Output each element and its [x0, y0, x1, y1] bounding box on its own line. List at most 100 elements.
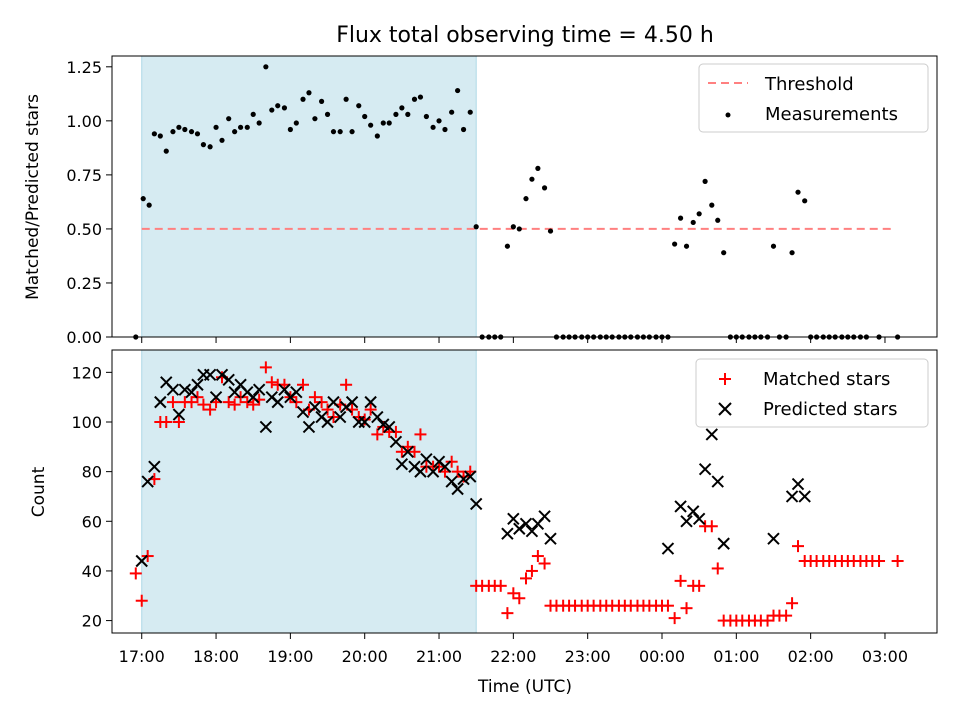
- measurement-point: [541, 185, 548, 191]
- measurement-point: [256, 120, 262, 126]
- predicted-star-point: [154, 395, 167, 409]
- matched-star-point: [693, 579, 706, 592]
- y-tick-label: 60: [82, 512, 102, 531]
- matched-star-point: [494, 579, 507, 592]
- matched-star-point: [792, 540, 805, 553]
- measurement-point: [709, 202, 715, 208]
- measurement-point: [188, 129, 195, 135]
- matched-star-point: [674, 574, 687, 587]
- measurement-point: [226, 116, 232, 122]
- predicted-star-point: [228, 385, 241, 399]
- predicted-star-point: [692, 512, 706, 526]
- legend-threshold-label: Threshold: [764, 74, 854, 95]
- y-tick: 20: [82, 612, 112, 631]
- measurement-point: [411, 96, 418, 102]
- matched-star-point: [340, 378, 353, 391]
- ratio-y-ticks: 0.00 0.25 0.50 0.75 1.00 1.25: [66, 58, 112, 347]
- x-tick: 01:00: [713, 633, 759, 666]
- x-tick-label: 23:00: [565, 647, 611, 666]
- measurement-point: [312, 116, 318, 122]
- matched-star-point: [166, 396, 179, 409]
- matched-star-point: [389, 425, 402, 438]
- predicted-star-point: [308, 400, 322, 414]
- measurement-point: [250, 111, 256, 117]
- predicted-star-point: [302, 420, 316, 434]
- matched-star-point: [445, 455, 458, 468]
- predicted-star-point: [464, 470, 477, 483]
- matched-star-point: [891, 555, 904, 568]
- predicted-star-point: [414, 465, 427, 478]
- predicted-star-point: [345, 395, 359, 409]
- matched-star-point: [519, 572, 532, 585]
- y-tick-label: 0.00: [66, 328, 102, 347]
- y-tick: 0.00: [66, 328, 112, 347]
- y-tick: 100: [71, 413, 112, 432]
- measurement-point: [683, 243, 690, 249]
- matched-star-point: [501, 607, 514, 620]
- measurement-point: [293, 120, 299, 126]
- measurement-point: [182, 126, 188, 133]
- x-tick-label: 21:00: [416, 647, 462, 666]
- predicted-star-point: [296, 405, 310, 419]
- predicted-star-point: [674, 500, 687, 513]
- y-tick-label: 100: [71, 413, 102, 432]
- ratio-axes-frame: [111, 55, 938, 338]
- y-tick: 0.50: [66, 220, 112, 239]
- measurement-point: [417, 94, 424, 100]
- measurement-point: [547, 228, 554, 234]
- y-tick-label: 1.25: [66, 58, 102, 77]
- matched-star-point: [705, 520, 718, 533]
- measurement-point: [170, 129, 176, 135]
- chart-title: Flux total observing time = 4.50 h: [336, 23, 714, 48]
- y-tick: 1.00: [66, 112, 112, 131]
- predicted-star-point: [519, 517, 533, 530]
- y-tick-label: 120: [71, 363, 102, 382]
- matched-star-point: [315, 396, 328, 409]
- measurement-point: [516, 226, 522, 232]
- measurement-point: [244, 124, 250, 130]
- measurement-point: [436, 118, 442, 124]
- measurement-point: [529, 176, 535, 182]
- measurement-point: [232, 129, 238, 135]
- matched-star-point: [780, 609, 793, 622]
- legend-measurement-swatch: [725, 112, 731, 118]
- measurement-point: [194, 131, 201, 137]
- measurement-point: [306, 90, 312, 96]
- measurement-point: [140, 196, 146, 202]
- measurement-point: [802, 198, 808, 204]
- matched-star-point: [873, 555, 886, 568]
- y-tick: 1.25: [66, 58, 112, 77]
- ratio-legend-box: [698, 63, 929, 133]
- y-tick: 0.75: [66, 166, 112, 185]
- measurement-point: [442, 126, 448, 133]
- measurement-point: [163, 148, 169, 154]
- predicted-star-point: [501, 527, 514, 540]
- ratio-highlight-span: [141, 55, 477, 338]
- ratio-x-ticks: [141, 337, 886, 343]
- predicted-star-point: [544, 532, 557, 545]
- measurement-point: [535, 165, 541, 171]
- measurement-point: [207, 144, 213, 150]
- y-tick: 0.25: [66, 274, 112, 293]
- measurement-point: [269, 107, 275, 113]
- measurement-point: [449, 109, 455, 115]
- count-y-label: Count: [29, 466, 49, 517]
- measurement-point: [715, 217, 721, 223]
- legend-predicted-label: Predicted stars: [763, 399, 897, 420]
- y-tick: 80: [82, 463, 112, 482]
- count-legend: Matched stars Predicted stars: [695, 358, 929, 428]
- predicted-star-point: [259, 420, 273, 434]
- y-tick-label: 0.25: [66, 274, 102, 293]
- measurement-point: [374, 133, 380, 139]
- measurement-point: [423, 113, 429, 120]
- x-tick: 21:00: [416, 633, 462, 666]
- x-tick: 02:00: [788, 633, 834, 666]
- x-tick-label: 00:00: [639, 647, 685, 666]
- matched-star-point: [531, 550, 544, 563]
- measurement-point: [237, 124, 244, 130]
- predicted-star-point: [172, 408, 186, 421]
- predicted-star-point: [401, 445, 415, 458]
- predicted-star-point: [135, 554, 148, 568]
- measurement-point: [281, 105, 288, 111]
